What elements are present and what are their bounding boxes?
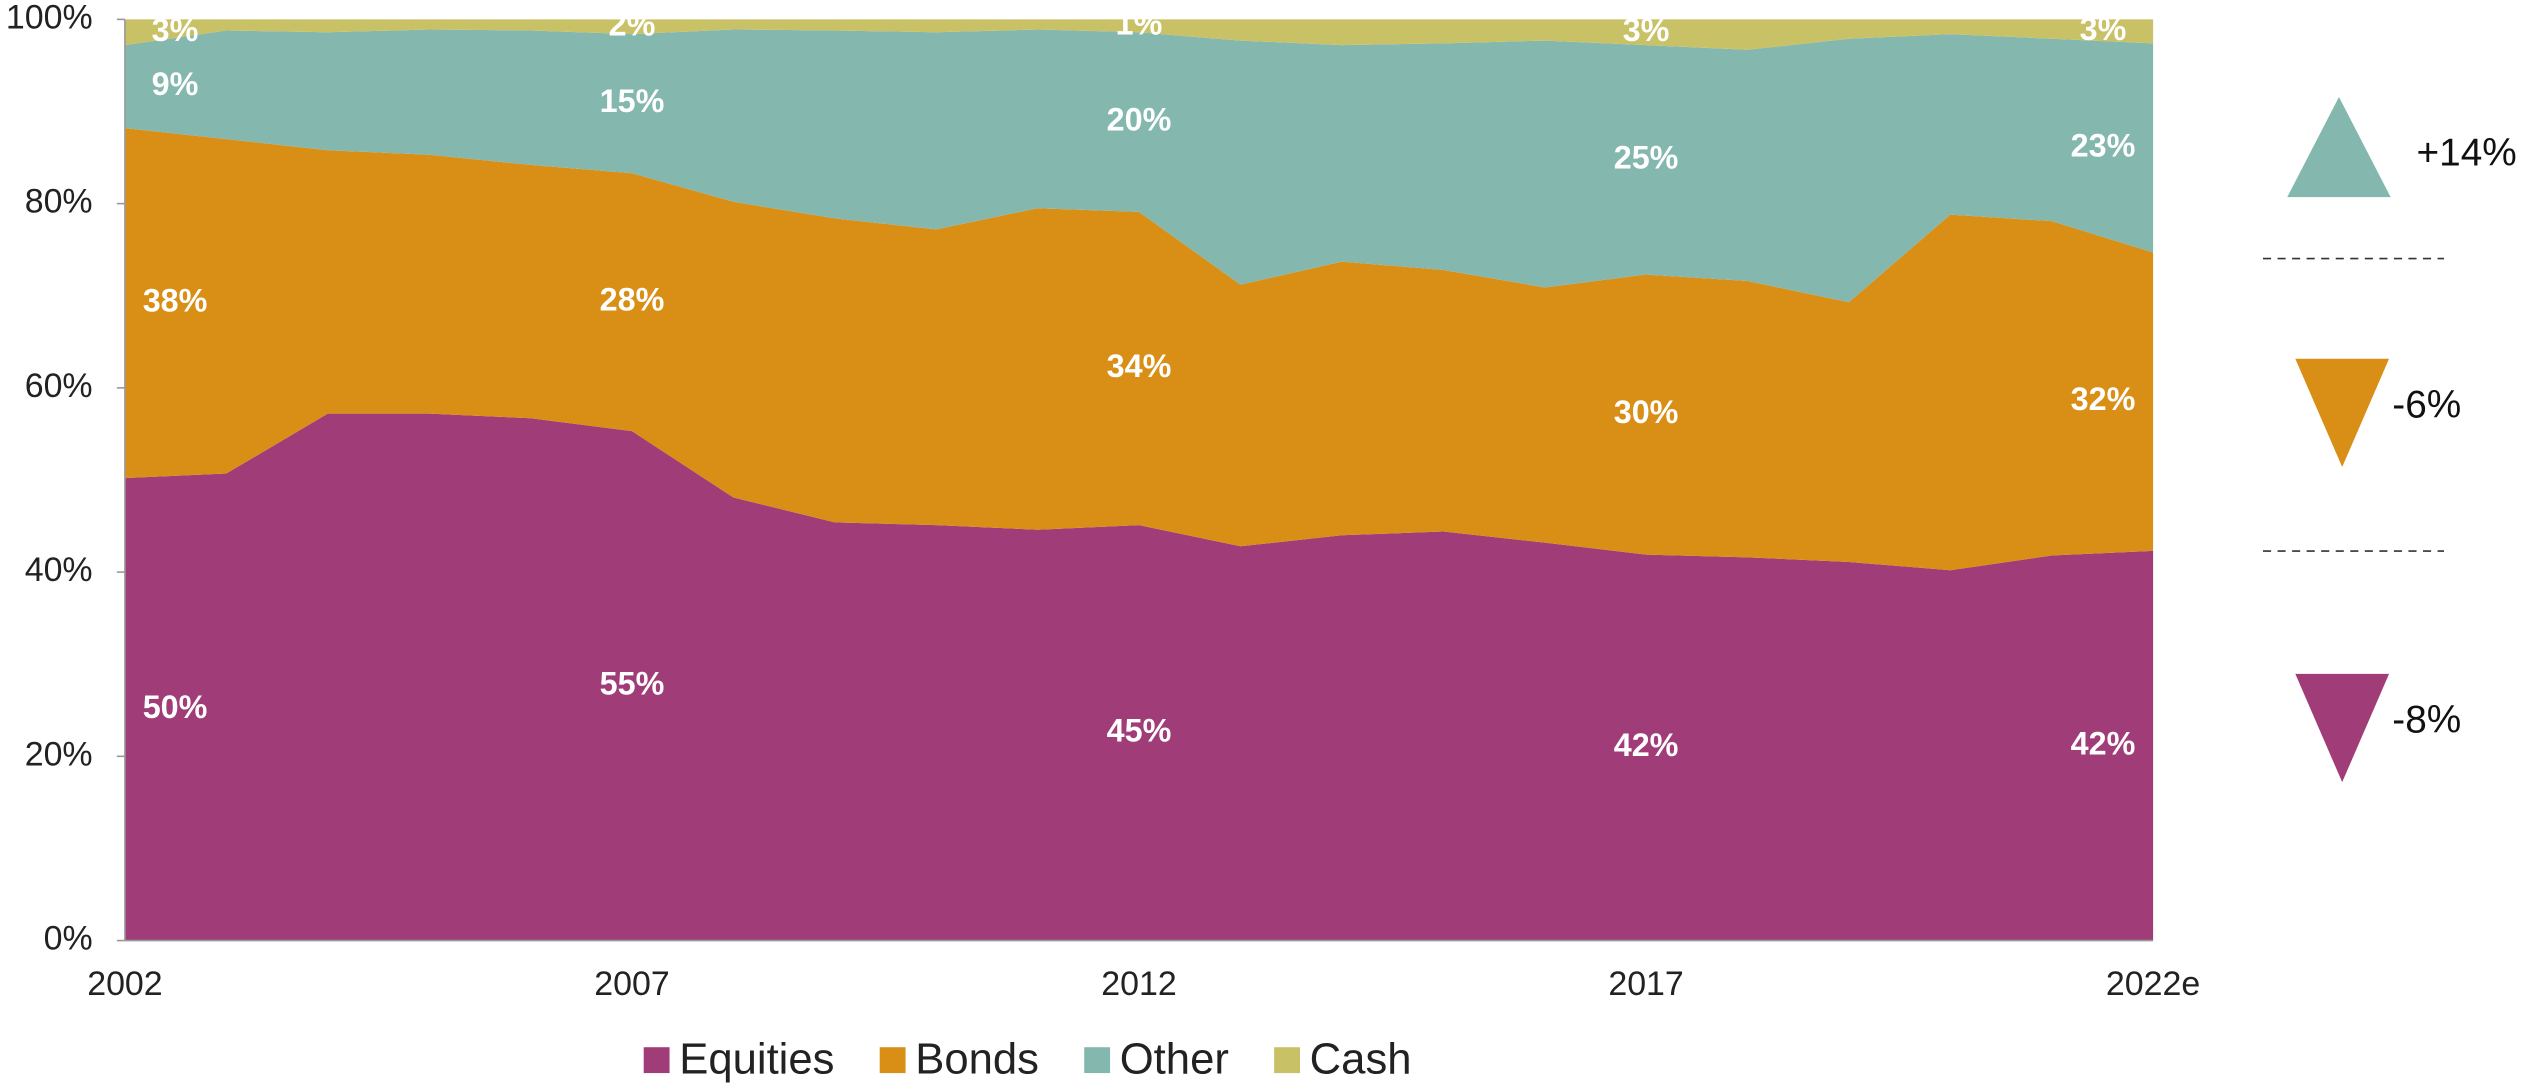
legend-swatch [879, 1047, 906, 1074]
y-tick-label: 0% [44, 920, 93, 958]
legend-label: Cash [1310, 1035, 1412, 1083]
area [124, 128, 2154, 571]
change-arrow [2295, 358, 2390, 468]
legend-swatch [1084, 1047, 1111, 1074]
value-label: 42% [1614, 727, 1679, 763]
y-tick-label: 60% [25, 367, 93, 405]
value-label: 3% [1623, 12, 1670, 48]
value-label: 1% [1116, 5, 1163, 41]
value-label: 20% [1107, 102, 1172, 138]
change-label: -6% [2392, 384, 2461, 427]
value-label: 25% [1614, 139, 1679, 175]
value-label: 23% [2071, 127, 2136, 163]
value-label: 9% [152, 66, 199, 102]
change-label: -8% [2392, 699, 2461, 742]
legend-swatch [1274, 1047, 1300, 1074]
x-tick-label: 2002 [87, 965, 162, 1003]
value-label: 50% [143, 689, 208, 725]
area [124, 413, 2154, 941]
y-tick-label: 20% [25, 735, 93, 773]
x-tick-label: 2022e [2106, 965, 2200, 1003]
x-tick-label: 2017 [1608, 965, 1683, 1003]
change-arrow [2287, 96, 2391, 198]
area [124, 29, 2154, 303]
value-label: 2% [609, 6, 656, 42]
value-label: 42% [2071, 725, 2136, 761]
value-label: 30% [1614, 394, 1679, 430]
legend-label: Bonds [915, 1035, 1039, 1083]
y-tick-label: 100% [6, 0, 93, 36]
change-arrow [2295, 673, 2390, 783]
legend-label: Equities [679, 1035, 834, 1083]
value-label: 38% [143, 283, 208, 319]
legend-label: Other [1120, 1035, 1229, 1083]
value-label: 3% [2080, 11, 2127, 47]
value-label: 45% [1107, 712, 1172, 748]
change-label: +14% [2417, 131, 2517, 174]
value-label: 3% [152, 12, 199, 48]
y-tick-label: 40% [25, 551, 93, 589]
value-label: 28% [600, 282, 665, 318]
y-tick-label: 80% [25, 183, 93, 221]
legend-swatch [643, 1047, 670, 1074]
value-label: 15% [600, 83, 665, 119]
x-tick-label: 2012 [1101, 965, 1176, 1003]
value-label: 55% [600, 665, 665, 701]
value-label: 32% [2071, 381, 2136, 417]
area [124, 19, 2154, 50]
value-label: 34% [1107, 348, 1172, 384]
x-tick-label: 2007 [594, 965, 669, 1003]
